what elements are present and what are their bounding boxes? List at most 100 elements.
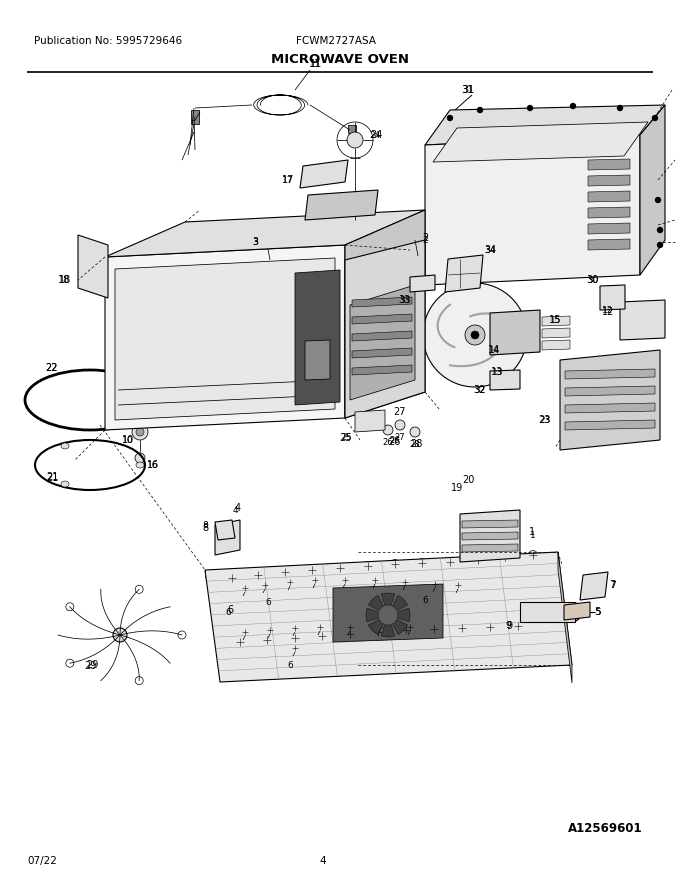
Text: 10: 10	[122, 435, 134, 445]
Text: 7: 7	[610, 581, 616, 590]
Polygon shape	[558, 552, 572, 683]
Text: A12569601: A12569601	[568, 823, 643, 835]
Circle shape	[292, 644, 299, 651]
Polygon shape	[600, 285, 625, 310]
Text: 32: 32	[475, 385, 486, 394]
Circle shape	[347, 624, 354, 630]
Polygon shape	[462, 532, 518, 540]
Text: 22: 22	[46, 363, 58, 373]
Polygon shape	[520, 602, 575, 622]
Circle shape	[341, 576, 348, 583]
Polygon shape	[425, 135, 640, 285]
Circle shape	[395, 420, 405, 430]
Polygon shape	[345, 240, 425, 418]
Polygon shape	[565, 386, 655, 396]
Circle shape	[432, 581, 439, 588]
Circle shape	[135, 585, 143, 593]
Text: 5: 5	[595, 607, 601, 617]
Text: 26: 26	[383, 437, 393, 446]
Circle shape	[380, 607, 396, 623]
Circle shape	[617, 106, 622, 111]
Text: 6: 6	[225, 607, 231, 617]
Circle shape	[454, 582, 462, 589]
Polygon shape	[425, 105, 665, 145]
Text: 4: 4	[235, 503, 241, 513]
Polygon shape	[640, 105, 665, 275]
Text: 2: 2	[422, 236, 428, 245]
Circle shape	[373, 627, 382, 636]
Text: 20: 20	[462, 475, 474, 485]
Circle shape	[235, 637, 245, 647]
Text: 13: 13	[492, 368, 504, 377]
Circle shape	[267, 627, 273, 634]
Circle shape	[280, 568, 290, 576]
Text: 6: 6	[422, 596, 428, 605]
Circle shape	[423, 283, 527, 387]
Wedge shape	[398, 608, 410, 622]
Circle shape	[341, 202, 348, 209]
Circle shape	[113, 628, 127, 642]
Polygon shape	[352, 348, 412, 358]
Text: 15: 15	[550, 316, 562, 325]
Polygon shape	[588, 175, 630, 186]
Circle shape	[401, 578, 409, 585]
Circle shape	[326, 202, 333, 209]
Polygon shape	[620, 300, 665, 340]
Text: 6: 6	[265, 598, 271, 606]
Polygon shape	[300, 160, 348, 188]
Text: 30: 30	[586, 275, 598, 285]
Circle shape	[465, 325, 485, 345]
Text: 1: 1	[530, 531, 536, 539]
Circle shape	[390, 560, 400, 568]
Polygon shape	[490, 370, 520, 390]
Polygon shape	[588, 191, 630, 202]
Text: 21: 21	[46, 473, 58, 483]
Text: 24: 24	[370, 130, 382, 140]
Text: 7: 7	[609, 580, 615, 590]
Text: 21: 21	[46, 472, 58, 482]
Polygon shape	[542, 316, 570, 326]
Circle shape	[500, 553, 509, 561]
Text: 11: 11	[309, 59, 321, 69]
Polygon shape	[105, 210, 425, 257]
Circle shape	[528, 551, 537, 560]
Polygon shape	[352, 331, 412, 341]
Text: 14: 14	[488, 345, 500, 355]
Circle shape	[311, 203, 318, 210]
Text: 2: 2	[422, 233, 428, 243]
Text: 31: 31	[461, 85, 473, 95]
Polygon shape	[352, 314, 412, 324]
Text: 4: 4	[320, 855, 326, 866]
Polygon shape	[462, 520, 518, 528]
Text: 12: 12	[602, 305, 613, 314]
Circle shape	[135, 677, 143, 685]
Circle shape	[345, 629, 354, 639]
Wedge shape	[392, 596, 407, 611]
Text: 07/22: 07/22	[27, 855, 57, 866]
Wedge shape	[381, 593, 395, 605]
Polygon shape	[490, 310, 540, 355]
Circle shape	[445, 558, 454, 567]
Text: 27: 27	[394, 407, 406, 417]
Circle shape	[486, 622, 494, 632]
Text: 8: 8	[202, 520, 208, 530]
Circle shape	[264, 241, 272, 249]
Polygon shape	[410, 275, 435, 292]
Text: 30: 30	[588, 275, 599, 284]
Polygon shape	[105, 245, 345, 430]
Text: 9: 9	[506, 621, 512, 631]
Bar	[191, 110, 199, 124]
Polygon shape	[445, 255, 483, 292]
Text: 1: 1	[529, 527, 535, 537]
Circle shape	[335, 563, 345, 573]
Circle shape	[571, 104, 575, 108]
Wedge shape	[369, 596, 384, 611]
Polygon shape	[433, 122, 648, 162]
Circle shape	[318, 632, 326, 641]
Text: 9: 9	[505, 620, 511, 629]
Text: 19: 19	[451, 483, 463, 493]
Circle shape	[653, 115, 658, 121]
Ellipse shape	[61, 481, 69, 487]
Text: 24: 24	[369, 130, 381, 140]
Polygon shape	[588, 159, 630, 170]
